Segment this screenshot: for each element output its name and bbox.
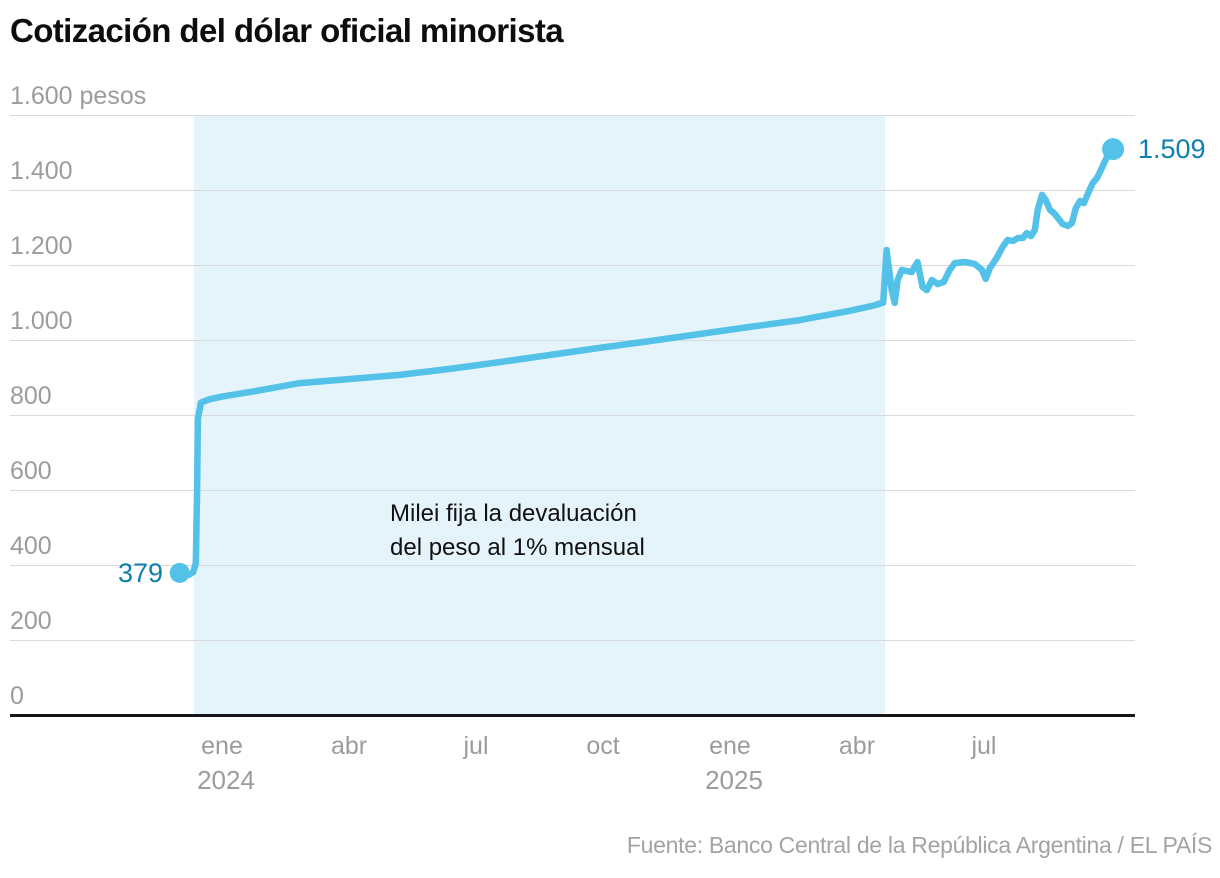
- y-tick-label: 0: [10, 682, 24, 710]
- x-tick-label: ene: [709, 732, 751, 760]
- annotation-line1: Milei fija la devaluación: [390, 500, 637, 527]
- x-tick-label: abr: [838, 732, 876, 760]
- x-tick-label: jul: [463, 732, 489, 760]
- x-tick-label: oct: [586, 732, 620, 760]
- y-tick-label: 400: [10, 532, 52, 560]
- x-tick-label: ene: [201, 732, 243, 760]
- gridline: [10, 340, 1135, 341]
- price-line: [176, 145, 1117, 579]
- end-value-label: 1.509: [1138, 134, 1206, 164]
- annotation-line2: del peso al 1% mensual: [390, 534, 645, 561]
- y-tick-label: 200: [10, 607, 52, 635]
- y-tick-label: 1.000: [10, 307, 73, 335]
- y-tick-label: 600: [10, 457, 52, 485]
- gridline: [10, 265, 1135, 266]
- source-credit: Fuente: Banco Central de la República Ar…: [626, 832, 1212, 858]
- x-axis-line: [10, 714, 1135, 717]
- y-tick-label: 1.200: [10, 232, 73, 260]
- end-dot: [1102, 138, 1125, 161]
- start-value-label: 379: [117, 558, 163, 588]
- x-tick-year-label: 2025: [705, 765, 763, 795]
- y-tick-label: 1.600 pesos: [10, 82, 147, 110]
- gridline: [10, 415, 1135, 416]
- y-tick-label: 1.400: [10, 157, 73, 185]
- x-tick-year-label: 2024: [197, 765, 255, 795]
- x-tick-label: jul: [971, 732, 997, 760]
- gridline: [10, 565, 1135, 566]
- gridline: [10, 490, 1135, 491]
- y-tick-label: 800: [10, 382, 52, 410]
- chart-title: Cotización del dólar oficial minorista: [10, 12, 564, 49]
- gridline: [10, 640, 1135, 641]
- gridline: [10, 115, 1135, 116]
- gridline: [10, 190, 1135, 191]
- start-dot: [169, 562, 190, 583]
- x-tick-label: abr: [330, 732, 368, 760]
- annotation: Milei fija la devaluación del peso al 1%…: [390, 497, 645, 565]
